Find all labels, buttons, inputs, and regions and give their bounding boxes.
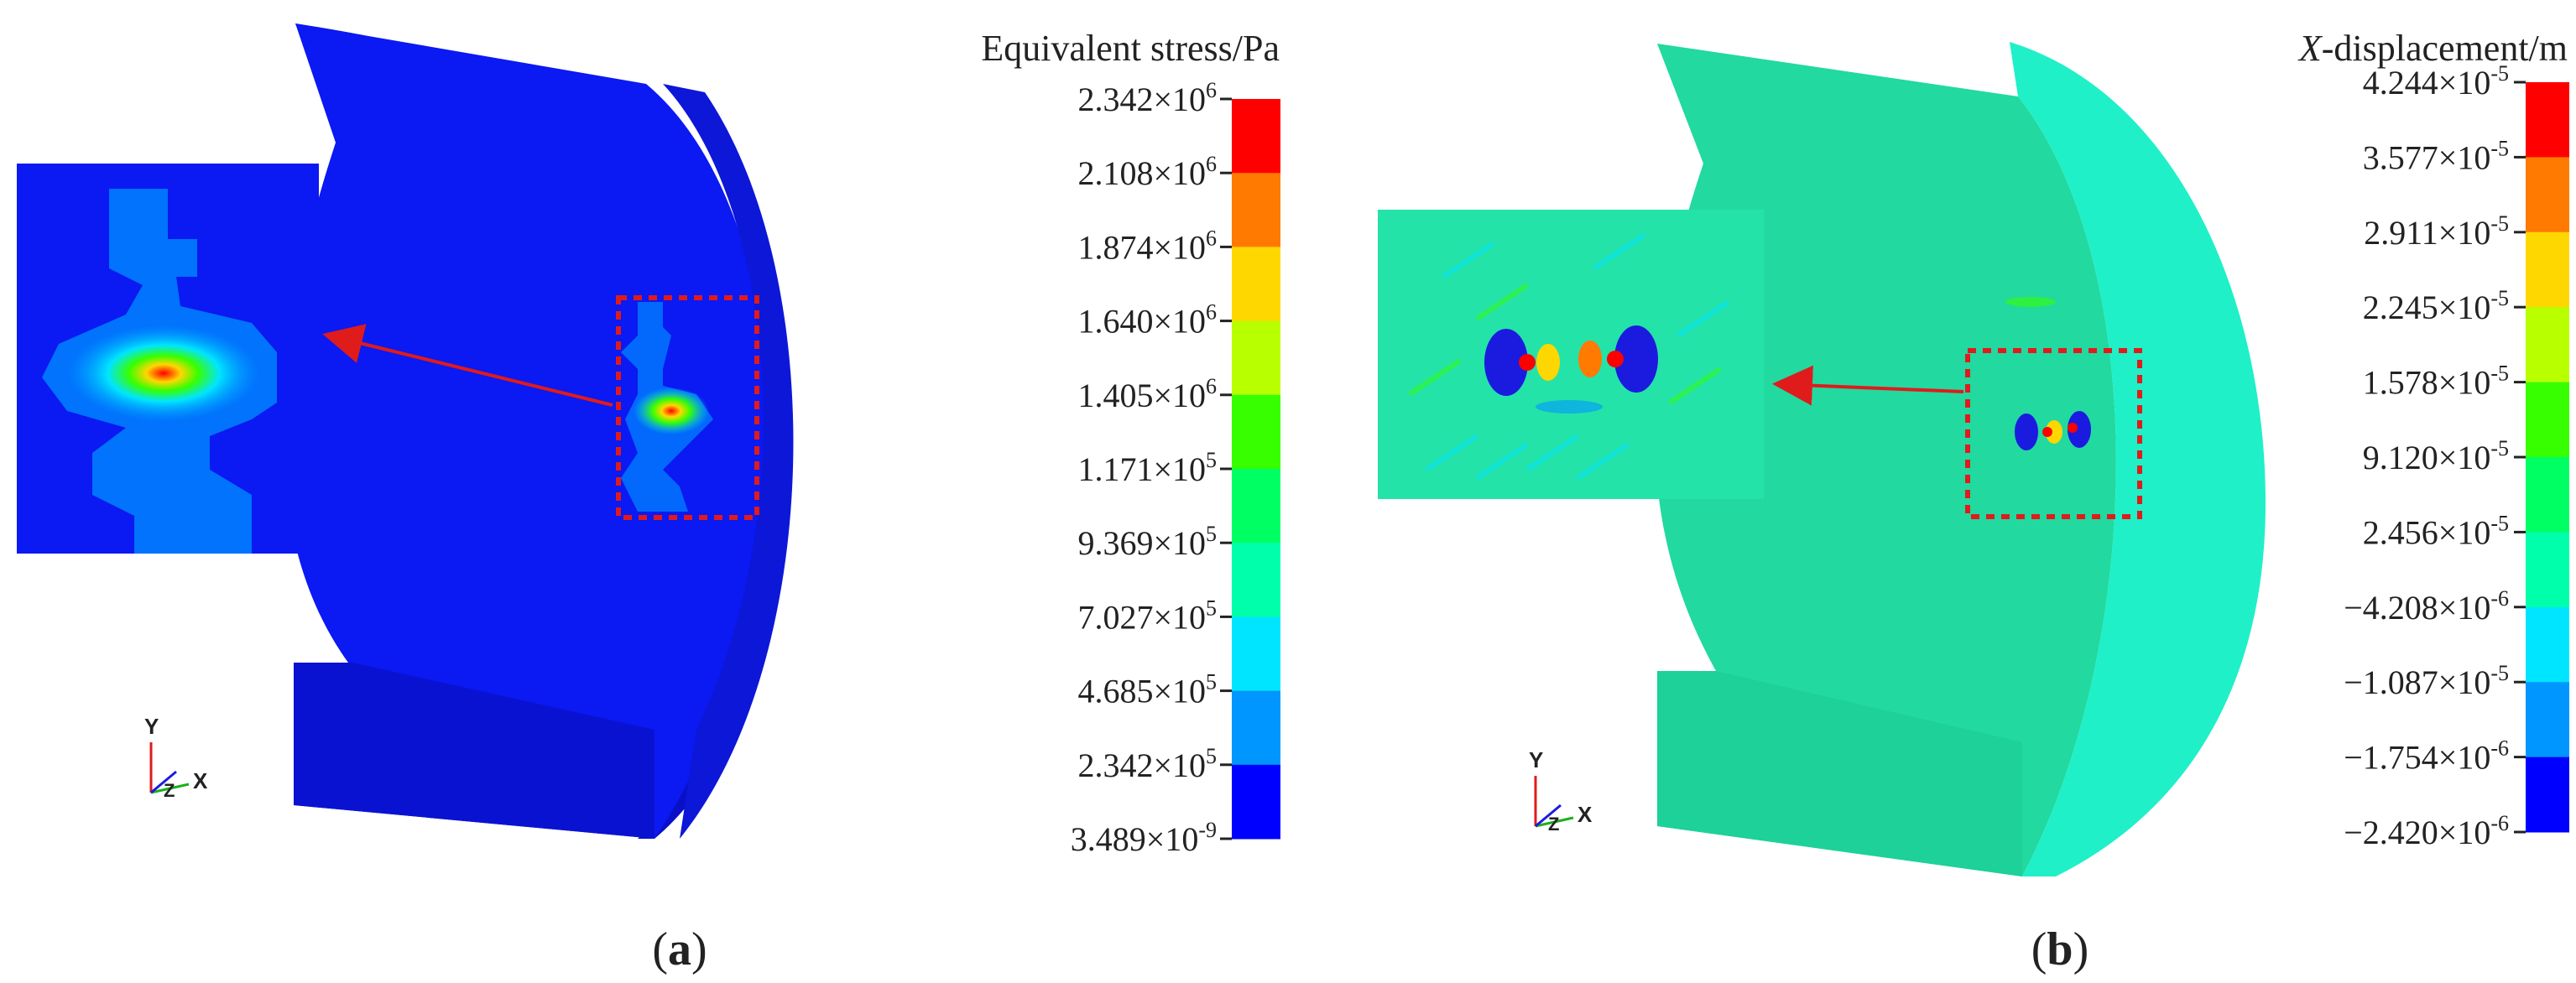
panel-b-zoom-arrow — [1772, 365, 1964, 406]
panel-a-legend-swatch — [1232, 690, 1280, 766]
panel-b-legend: 4.244×10-5 3.577×10-5 2.911×10-5 2.245×10-5… — [2344, 61, 2569, 851]
panel-a-inset — [17, 164, 319, 554]
panel-a-legend-tick-label: 1.874×106 — [1077, 226, 1217, 266]
panel-b-legend-tick-label: 3.577×10-5 — [2363, 136, 2509, 176]
panel-b-legend-tick-label: −1.087×10-5 — [2344, 661, 2509, 701]
panel-b-legend-swatch — [2526, 382, 2569, 458]
panel-b-legend-tick-label: 4.244×10-5 — [2363, 61, 2509, 101]
panel-a-legend-swatch — [1232, 543, 1280, 617]
panel-a-legend-tick-label: 3.489×10-9 — [1071, 818, 1217, 858]
panel-b-legend-swatch — [2526, 757, 2569, 833]
panel-a-legend: 2.342×106 2.108×106 1.874×106 1.640×106 1.40… — [1071, 78, 1280, 858]
panel-b-axis-y-label: Y — [1529, 747, 1543, 772]
panel-a-axis-triad: Y Z X — [144, 714, 208, 801]
panel-b-legend-tick-label: −4.208×10-6 — [2344, 586, 2509, 627]
panel-b-axis-triad: Y Z X — [1529, 747, 1593, 835]
panel-b-axis-z-label: Z — [1548, 814, 1559, 835]
panel-a-model-face — [663, 84, 794, 839]
panel-b-caption: (b) — [2031, 923, 2088, 975]
panel-a-legend-swatch — [1232, 247, 1280, 322]
panel-b-legend-tick-label: 2.911×10-5 — [2364, 211, 2509, 252]
panel-b-legend-swatch — [2526, 307, 2569, 383]
panel-a-legend-title: Equivalent stress/Pa — [981, 28, 1280, 69]
panel-b-legend-tick-label: 2.456×10-5 — [2363, 511, 2509, 551]
panel-b-legend-title: X-displacement/m — [2297, 28, 2568, 69]
panel-a-legend-tick-label: 4.685×105 — [1077, 670, 1217, 710]
panel-b-legend-tick-label: −1.754×10-6 — [2344, 736, 2509, 777]
panel-b-legend-swatch — [2526, 682, 2569, 758]
panel-b-zoom-box — [1965, 348, 2142, 519]
panel-b-legend-swatch — [2526, 82, 2569, 158]
panel-b-inset — [1378, 210, 1764, 499]
panel-b-legend-swatch — [2526, 457, 2569, 533]
panel-a-caption: (a) — [652, 923, 707, 975]
panel-b-legend-swatch — [2526, 532, 2569, 608]
panel-a-legend-tick-label: 1.405×106 — [1077, 374, 1217, 414]
panel-a-axis-x-label: X — [193, 768, 208, 793]
panel-a-legend-swatch — [1232, 394, 1280, 470]
panel-b-legend-tick-label: 2.245×10-5 — [2363, 286, 2509, 326]
panel-a-legend-tick-label: 2.342×106 — [1077, 78, 1217, 118]
panel-a-axis-y-label: Y — [144, 714, 159, 739]
panel-a-legend-tick-label: 9.369×105 — [1077, 522, 1217, 562]
panel-a-legend-swatch — [1232, 320, 1280, 396]
panel-a-legend-swatch — [1232, 764, 1280, 840]
panel-b: Y Z X X-displacement/m 4.244×10-5 3.577×1… — [1378, 28, 2569, 975]
panel-a-zoom-box — [616, 295, 759, 520]
panel-a-axis-z-label: Z — [164, 780, 175, 801]
panel-a-legend-swatch — [1232, 616, 1280, 692]
panel-a: Y Z X Equivalent stress/Pa 2.342×106 2.10… — [17, 23, 1280, 975]
panel-b-model-body — [1654, 44, 2116, 876]
panel-b-displacement-patch — [2005, 297, 2091, 450]
panel-a-legend-swatch — [1232, 99, 1280, 174]
panel-a-legend-tick-label: 2.342×105 — [1077, 744, 1217, 784]
panel-b-legend-tick-label: 9.120×10-5 — [2363, 436, 2509, 476]
panel-b-legend-swatch — [2526, 606, 2569, 683]
panel-b-model-base — [1657, 671, 2022, 876]
panel-a-stress-patch — [621, 302, 713, 512]
panel-b-axis-x-label: X — [1577, 802, 1593, 827]
panel-b-legend-swatch — [2526, 231, 2569, 308]
panel-a-legend-tick-label: 1.171×105 — [1077, 448, 1217, 488]
panel-a-model-body — [282, 23, 770, 839]
panel-a-legend-tick-label: 7.027×105 — [1077, 596, 1217, 636]
panel-b-legend-tick-label: −2.420×10-6 — [2344, 811, 2509, 851]
panel-b-legend-tick-label: 1.578×10-5 — [2363, 361, 2509, 402]
panel-b-model-side — [2010, 42, 2266, 876]
panel-a-legend-swatch — [1232, 173, 1280, 247]
panel-a-legend-tick-label: 1.640×106 — [1077, 300, 1217, 341]
panel-a-legend-tick-label: 2.108×106 — [1077, 152, 1217, 192]
panel-b-legend-swatch — [2526, 157, 2569, 233]
panel-a-zoom-arrow — [322, 324, 613, 407]
panel-a-legend-swatch — [1232, 469, 1280, 544]
panel-a-model-base — [294, 663, 654, 839]
